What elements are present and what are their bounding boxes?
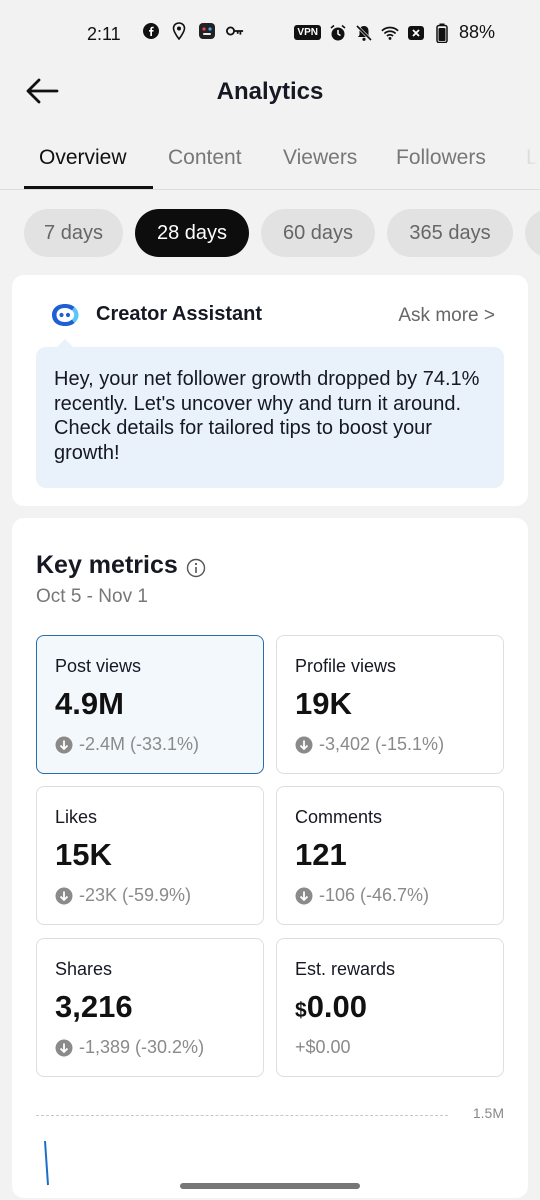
metric-value: 121 xyxy=(295,837,347,872)
tab-followers[interactable]: Followers xyxy=(396,146,486,169)
home-indicator[interactable] xyxy=(180,1183,360,1189)
vpn-badge: VPN xyxy=(294,25,321,40)
metric-label: Post views xyxy=(55,656,142,676)
tab-viewers[interactable]: Viewers xyxy=(283,146,358,169)
creator-assistant-title: Creator Assistant xyxy=(96,303,262,325)
metric-change-text: -106 (-46.7%) xyxy=(319,885,430,905)
metric-change: +$0.00 xyxy=(295,1037,351,1058)
metric-change: -23K (-59.9%) xyxy=(55,885,191,906)
metric-value: 3,216 xyxy=(55,989,133,1024)
metric-value: 19K xyxy=(295,686,352,721)
down-arrow-icon xyxy=(295,887,313,905)
metric-label: Est. rewards xyxy=(295,959,396,979)
currency-symbol: $ xyxy=(295,999,307,1022)
info-icon[interactable] xyxy=(186,556,206,577)
metric-change-text: -2.4M (-33.1%) xyxy=(79,734,200,754)
bubble-tail xyxy=(56,339,74,348)
range-28-days[interactable]: 28 days xyxy=(135,209,249,257)
metric-change: -2.4M (-33.1%) xyxy=(55,734,199,755)
status-bar: 2:11 VPN 88% xyxy=(0,0,540,62)
range-7-days[interactable]: 7 days xyxy=(24,209,123,257)
status-time: 2:11 xyxy=(87,24,121,44)
facebook-icon xyxy=(142,22,160,40)
app-header: Analytics xyxy=(0,62,540,122)
chart-gridline xyxy=(36,1115,448,1116)
wifi-icon xyxy=(381,24,399,42)
down-arrow-icon xyxy=(295,736,313,754)
range-partial[interactable] xyxy=(525,209,540,257)
down-arrow-icon xyxy=(55,887,73,905)
metric-likes[interactable]: Likes 15K -23K (-59.9%) xyxy=(36,786,264,925)
metric-change: -1,389 (-30.2%) xyxy=(55,1037,204,1058)
metric-post-views[interactable]: Post views 4.9M -2.4M (-33.1%) xyxy=(36,635,264,774)
metric-label: Profile views xyxy=(295,656,397,676)
assistant-message[interactable]: Hey, your net follower growth dropped by… xyxy=(36,347,504,488)
down-arrow-icon xyxy=(55,736,73,754)
metric-change-text: +$0.00 xyxy=(295,1037,351,1057)
tab-bar: Overview Content Viewers Followers L xyxy=(0,128,540,190)
battery-icon xyxy=(433,23,451,43)
down-arrow-icon xyxy=(55,1039,73,1057)
metric-label: Comments xyxy=(295,807,383,827)
bell-off-icon xyxy=(355,24,373,42)
key-metrics-heading: Key metrics xyxy=(36,551,206,580)
key-metrics-date-range: Oct 5 - Nov 1 xyxy=(36,586,148,607)
key-metrics-card: Key metrics Oct 5 - Nov 1 Post views 4.9… xyxy=(12,518,528,1198)
location-pin-icon xyxy=(170,22,188,40)
metric-label: Shares xyxy=(55,959,113,979)
metric-change: -106 (-46.7%) xyxy=(295,885,429,906)
post-views-chart[interactable]: 1.5M xyxy=(36,1103,504,1198)
creator-assistant-card[interactable]: Creator Assistant Ask more > Hey, your n… xyxy=(12,275,528,506)
metric-change-text: -3,402 (-15.1%) xyxy=(319,734,445,754)
tab-overview[interactable]: Overview xyxy=(39,146,127,169)
metric-change-text: -23K (-59.9%) xyxy=(79,885,192,905)
metric-change: -3,402 (-15.1%) xyxy=(295,734,444,755)
metric-value: 4.9M xyxy=(55,686,124,721)
tabs-fade xyxy=(510,128,540,188)
status-left-icons xyxy=(142,22,244,40)
tab-content[interactable]: Content xyxy=(168,146,242,169)
page-title: Analytics xyxy=(216,78,324,105)
metric-value: 15K xyxy=(55,837,112,872)
key-metrics-title: Key metrics xyxy=(36,551,178,579)
back-arrow-icon[interactable] xyxy=(24,76,60,106)
metric-profile-views[interactable]: Profile views 19K -3,402 (-15.1%) xyxy=(276,635,504,774)
chart-y-max-label: 1.5M xyxy=(472,1105,504,1121)
ask-more-link[interactable]: Ask more > xyxy=(398,305,495,326)
active-tab-indicator xyxy=(24,186,153,189)
alarm-icon xyxy=(329,24,347,42)
metric-value-number: 0.00 xyxy=(306,989,368,1024)
metric-est-rewards[interactable]: Est. rewards $0.00 +$0.00 xyxy=(276,938,504,1077)
metric-value: $0.00 xyxy=(295,989,367,1025)
metric-shares[interactable]: Shares 3,216 -1,389 (-30.2%) xyxy=(36,938,264,1077)
range-60-days[interactable]: 60 days xyxy=(261,209,375,257)
metric-change-text: -1,389 (-30.2%) xyxy=(79,1037,205,1057)
date-range-selector: 7 days 28 days 60 days 365 days xyxy=(0,209,540,257)
battery-percent: 88% xyxy=(458,22,495,42)
chart-series-line xyxy=(44,1141,49,1186)
range-365-days[interactable]: 365 days xyxy=(387,209,513,257)
close-box-icon xyxy=(407,24,425,42)
status-right-icons: VPN 88% xyxy=(294,22,495,43)
metric-comments[interactable]: Comments 121 -106 (-46.7%) xyxy=(276,786,504,925)
metric-label: Likes xyxy=(55,807,98,827)
creator-assistant-logo-icon xyxy=(49,302,81,328)
key-icon xyxy=(226,22,244,40)
app-icon xyxy=(198,22,216,40)
